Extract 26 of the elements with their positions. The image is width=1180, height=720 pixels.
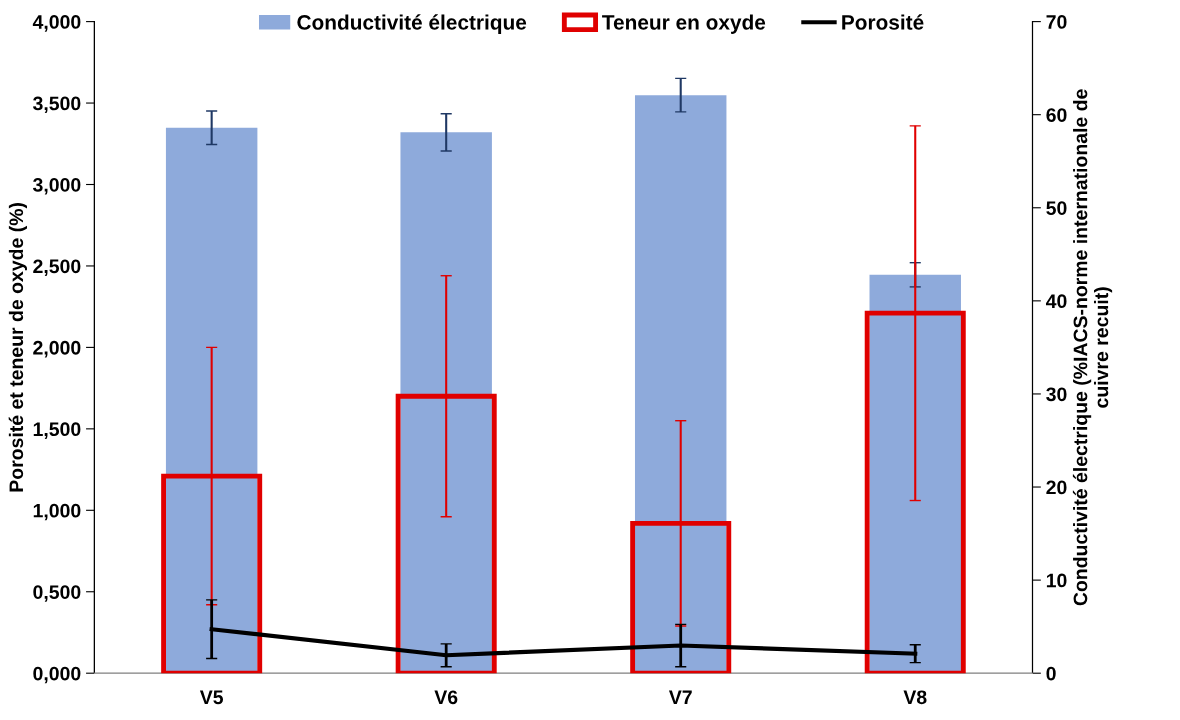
y-tick-label: 2,500 <box>33 259 81 277</box>
x-tick-label: V7 <box>668 690 692 704</box>
legend-label: Porosité <box>842 14 924 30</box>
x-tick-label: V8 <box>903 690 927 705</box>
y2-tick-label: 20 <box>1046 480 1067 495</box>
y2-tick-label: 60 <box>1046 108 1067 122</box>
y-tick-label: 4,000 <box>32 15 81 32</box>
y2-tick-label: 70 <box>1046 15 1067 29</box>
legend-label: Teneur en oxyde <box>602 14 766 34</box>
x-tick-label: V5 <box>199 690 224 705</box>
legend-label: Conductivité électrique <box>297 14 527 34</box>
x-tick-label: V6 <box>434 690 458 705</box>
y-tick-label: 1,500 <box>33 422 81 439</box>
y2-tick-label: 50 <box>1046 201 1067 216</box>
y2-tick-label: 0 <box>1046 666 1056 681</box>
y2-tick-label: 30 <box>1046 387 1067 402</box>
y2-tick-label: 40 <box>1045 294 1067 309</box>
y-tick-label: 3,000 <box>33 177 81 195</box>
y2-axis-title: Conductivité électrique (%IACS-norme internationale de cuivre recuit) <box>1072 89 1113 606</box>
y-tick-label: 1,000 <box>33 503 81 521</box>
y-tick-label: 2,000 <box>33 340 81 358</box>
y-tick-label: 0,500 <box>33 585 81 602</box>
y-axis-title: Porosité et teneur de oxyde (%) <box>8 203 27 492</box>
y2-tick-label: 10 <box>1046 573 1067 588</box>
y-tick-label: 3,500 <box>33 96 81 114</box>
y-tick-label: 0,000 <box>33 666 81 684</box>
